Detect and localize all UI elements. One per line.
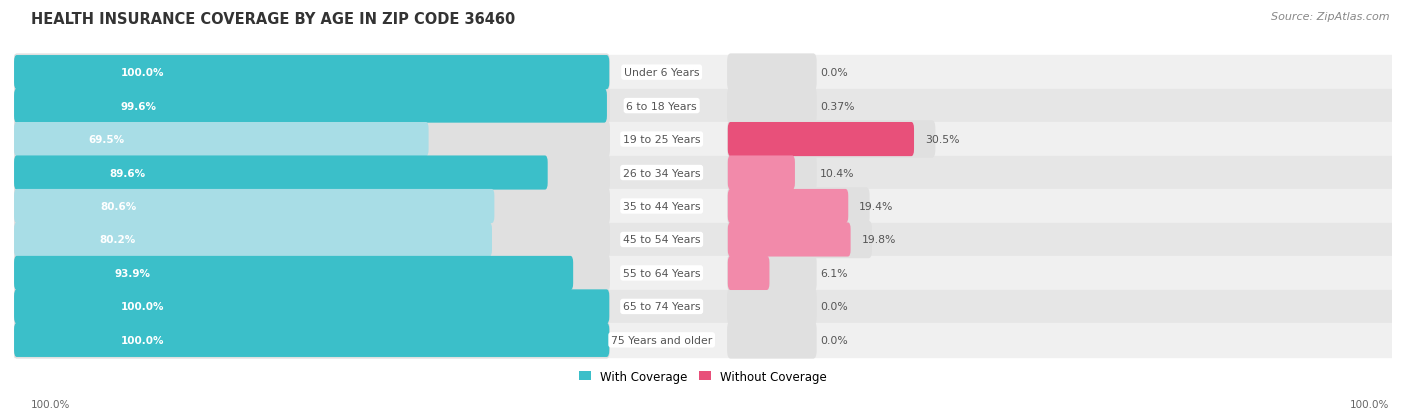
Text: 19 to 25 Years: 19 to 25 Years	[623, 135, 700, 145]
FancyBboxPatch shape	[727, 121, 935, 159]
Text: 99.6%: 99.6%	[121, 101, 156, 112]
Text: Under 6 Years: Under 6 Years	[624, 68, 699, 78]
Bar	[14, 90, 1392, 123]
FancyBboxPatch shape	[14, 54, 610, 92]
Text: 100.0%: 100.0%	[121, 301, 165, 312]
Text: 0.0%: 0.0%	[820, 68, 848, 78]
Bar	[14, 56, 1392, 90]
FancyBboxPatch shape	[728, 123, 914, 157]
Text: 89.6%: 89.6%	[110, 168, 146, 178]
Text: 100.0%: 100.0%	[121, 68, 165, 78]
Text: 45 to 54 Years: 45 to 54 Years	[623, 235, 700, 245]
Bar	[14, 123, 1392, 157]
Text: 80.6%: 80.6%	[100, 202, 136, 211]
FancyBboxPatch shape	[728, 223, 851, 257]
FancyBboxPatch shape	[14, 88, 610, 125]
FancyBboxPatch shape	[14, 223, 492, 257]
Bar	[14, 190, 1392, 223]
Bar	[14, 290, 1392, 323]
FancyBboxPatch shape	[14, 290, 609, 324]
Text: 35 to 44 Years: 35 to 44 Years	[623, 202, 700, 211]
FancyBboxPatch shape	[14, 89, 607, 123]
FancyBboxPatch shape	[727, 88, 817, 125]
Text: 69.5%: 69.5%	[89, 135, 124, 145]
FancyBboxPatch shape	[728, 156, 794, 190]
Text: 93.9%: 93.9%	[114, 268, 150, 278]
FancyBboxPatch shape	[14, 323, 609, 357]
Text: 30.5%: 30.5%	[925, 135, 959, 145]
Text: Source: ZipAtlas.com: Source: ZipAtlas.com	[1271, 12, 1389, 22]
Text: 10.4%: 10.4%	[820, 168, 855, 178]
Bar	[14, 157, 1392, 190]
FancyBboxPatch shape	[727, 54, 817, 92]
FancyBboxPatch shape	[14, 156, 548, 190]
Bar	[14, 323, 1392, 357]
Bar	[14, 223, 1392, 256]
Text: 55 to 64 Years: 55 to 64 Years	[623, 268, 700, 278]
Text: 6 to 18 Years: 6 to 18 Years	[626, 101, 697, 112]
Text: 19.8%: 19.8%	[862, 235, 896, 245]
FancyBboxPatch shape	[728, 190, 848, 223]
Text: 0.0%: 0.0%	[820, 301, 848, 312]
Text: 75 Years and older: 75 Years and older	[612, 335, 713, 345]
Text: 100.0%: 100.0%	[121, 335, 165, 345]
FancyBboxPatch shape	[14, 221, 610, 259]
Legend: With Coverage, Without Coverage: With Coverage, Without Coverage	[579, 370, 827, 383]
Text: 100.0%: 100.0%	[1350, 399, 1389, 409]
Text: 19.4%: 19.4%	[859, 202, 894, 211]
Text: 0.0%: 0.0%	[820, 335, 848, 345]
Bar	[14, 256, 1392, 290]
FancyBboxPatch shape	[727, 321, 817, 359]
FancyBboxPatch shape	[727, 188, 870, 225]
FancyBboxPatch shape	[14, 256, 574, 290]
FancyBboxPatch shape	[14, 56, 609, 90]
FancyBboxPatch shape	[728, 256, 769, 290]
Text: 6.1%: 6.1%	[820, 268, 848, 278]
FancyBboxPatch shape	[14, 121, 610, 159]
FancyBboxPatch shape	[727, 288, 817, 325]
Text: 100.0%: 100.0%	[31, 399, 70, 409]
FancyBboxPatch shape	[14, 288, 610, 325]
FancyBboxPatch shape	[14, 190, 495, 223]
Text: 80.2%: 80.2%	[100, 235, 136, 245]
Text: 26 to 34 Years: 26 to 34 Years	[623, 168, 700, 178]
Text: 65 to 74 Years: 65 to 74 Years	[623, 301, 700, 312]
FancyBboxPatch shape	[14, 123, 429, 157]
FancyBboxPatch shape	[727, 221, 872, 259]
FancyBboxPatch shape	[727, 154, 817, 192]
FancyBboxPatch shape	[14, 154, 610, 192]
FancyBboxPatch shape	[727, 254, 817, 292]
Text: HEALTH INSURANCE COVERAGE BY AGE IN ZIP CODE 36460: HEALTH INSURANCE COVERAGE BY AGE IN ZIP …	[31, 12, 515, 27]
FancyBboxPatch shape	[14, 321, 610, 359]
FancyBboxPatch shape	[14, 254, 610, 292]
Text: 0.37%: 0.37%	[820, 101, 855, 112]
FancyBboxPatch shape	[14, 188, 610, 225]
